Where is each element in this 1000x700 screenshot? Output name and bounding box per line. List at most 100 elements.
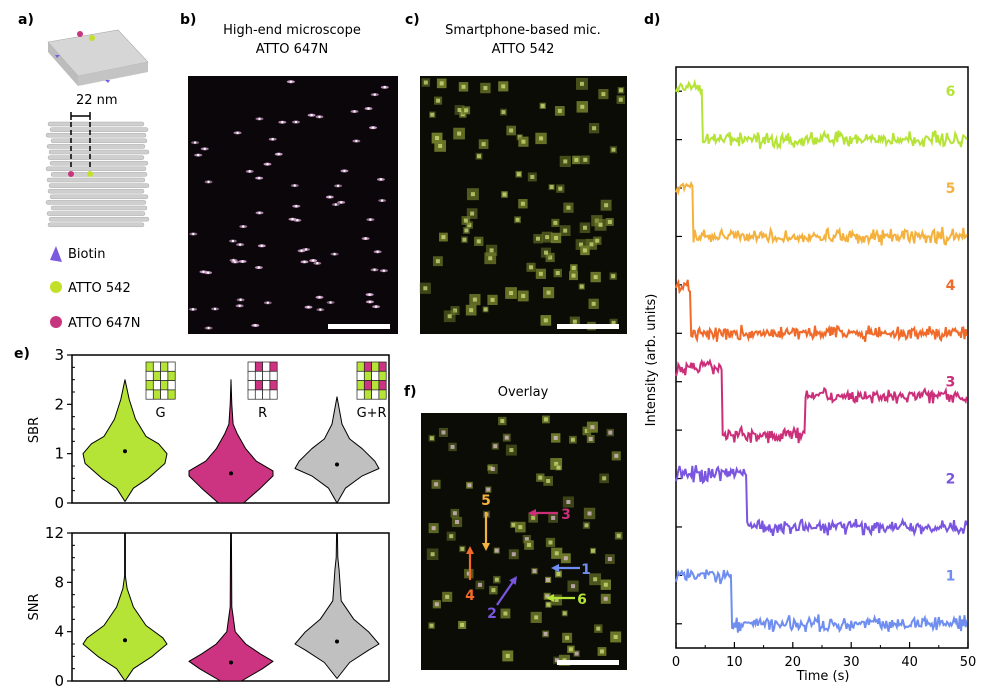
fluorescent-spot-core [300, 249, 303, 252]
fluorescent-spot-core [467, 223, 472, 228]
fluorescent-spot-core [457, 131, 462, 136]
fluorescent-spot-core [231, 239, 235, 243]
fluorescent-spot-core [583, 157, 588, 162]
origami-2d-illustration [45, 121, 150, 228]
pixel [371, 370, 380, 381]
fluorescent-spot-core [213, 307, 217, 311]
fluorescent-spot-core [429, 623, 434, 628]
fluorescent-spot-core [373, 93, 376, 96]
fluorescent-spot-core [336, 184, 340, 188]
fluorescent-spot-core [546, 577, 551, 582]
atto542-dot [89, 35, 95, 41]
fluorescent-spot-core [206, 271, 210, 274]
fluorescent-spot-core [242, 225, 245, 228]
fluorescent-spot-core [599, 649, 604, 654]
fluorescent-spot-core [540, 103, 545, 108]
fluorescent-spot-core [516, 172, 521, 177]
fluorescent-spot-core [593, 577, 598, 582]
fluorescent-spot-core [538, 271, 543, 276]
fluorescent-spot-core [483, 307, 488, 312]
arrowhead-icon [551, 564, 559, 572]
fluorescent-spot-core [604, 203, 609, 208]
pixel [160, 361, 169, 372]
y-tick-label: 4 [54, 623, 64, 641]
fluorescent-spot-core [538, 475, 543, 480]
helix-bundle [45, 132, 147, 138]
fluorescent-spot-core [445, 594, 450, 599]
fluorescent-spot-core [203, 147, 206, 151]
fluorescent-spot-core [430, 112, 435, 117]
pixel [378, 370, 387, 381]
pixel-pattern-icon-G+R [356, 361, 387, 400]
violin-G [82, 532, 168, 682]
fluorescent-spot-core [501, 110, 506, 115]
fluorescent-spot-core [319, 308, 322, 311]
fluorescent-spot-core [611, 147, 616, 152]
x-tick-label: 0 [672, 655, 680, 670]
fluorescent-spot-core [494, 548, 499, 553]
fluorescent-spot-core [554, 658, 559, 663]
fluorescent-spot-core [441, 235, 446, 240]
helix-bundle [46, 144, 146, 149]
fluorescent-spot-core [546, 478, 551, 483]
pixel [378, 380, 387, 391]
arrowhead-icon [482, 543, 490, 551]
fluorescent-spot-core [579, 81, 584, 86]
fluorescent-spot-core [340, 201, 343, 204]
fluorescent-spot-core [613, 634, 618, 639]
x-tick-label: 30 [843, 655, 860, 670]
legend-atto542: ATTO 542 [68, 281, 131, 296]
fluorescent-spot-core [611, 274, 616, 279]
panel-label-a: a) [18, 12, 34, 28]
fluorescent-spot-core [571, 273, 576, 278]
pixel [262, 361, 271, 372]
y-tick-label: 0 [54, 494, 64, 512]
fluorescent-spot-core [582, 248, 587, 253]
fluorescent-spot-core [462, 237, 467, 242]
violin-R [188, 379, 274, 504]
fluorescent-spot-core [591, 548, 596, 553]
sbr-axis-label: SBR [27, 417, 42, 443]
pixel [160, 389, 169, 400]
fluorescent-spot-core [463, 218, 468, 223]
pixel-pattern-icon-R [247, 361, 278, 400]
fluorescent-spot-core [554, 461, 559, 466]
pixel [167, 389, 176, 400]
y-tick-label: 2 [54, 395, 64, 413]
pixel [356, 380, 365, 391]
fluorescent-spot-core [236, 131, 239, 135]
fluorescent-spot-core [257, 266, 261, 269]
fluorescent-spot-core [505, 653, 510, 658]
trace-label-3: 3 [946, 375, 956, 391]
y-tick-label: 0 [54, 672, 64, 690]
fluorescent-spot-core [554, 551, 559, 556]
pixel [363, 380, 372, 391]
fluorescent-spot-core [260, 244, 264, 247]
distance-label: 22 nm [76, 93, 118, 108]
fluorescent-spot-core [618, 88, 623, 93]
fluorescent-spot-core [239, 298, 242, 301]
fluorescent-spot-core [563, 556, 568, 561]
fluorescent-spot-core [557, 108, 562, 113]
fluorescent-spot-core [579, 242, 584, 247]
median-point-G [123, 449, 127, 454]
fluorescent-spot-core [248, 170, 251, 173]
fluorescent-spot-core [202, 270, 205, 274]
pixel [356, 389, 365, 400]
snr-violin-plot: 0 4 8 12 [45, 524, 390, 690]
annotation-label-3: 3 [561, 507, 571, 523]
fluorescent-spot-core [355, 139, 358, 143]
y-tick-label: 12 [45, 524, 64, 542]
fluorescent-spot-core [556, 571, 561, 576]
scale-bar [557, 660, 619, 665]
trace-1 [675, 568, 968, 634]
fluorescent-spot-core [312, 259, 315, 262]
fluorescent-spot-core [353, 110, 356, 113]
panel-label-c: c) [405, 12, 420, 28]
fluorescent-spot-core [470, 211, 475, 216]
fluorescent-spot-core [367, 107, 370, 110]
fluorescent-spot-core [502, 192, 507, 197]
fluorescent-spot-core [483, 86, 488, 91]
helix-bundle [50, 205, 148, 211]
fluorescent-spot-core [241, 260, 244, 263]
